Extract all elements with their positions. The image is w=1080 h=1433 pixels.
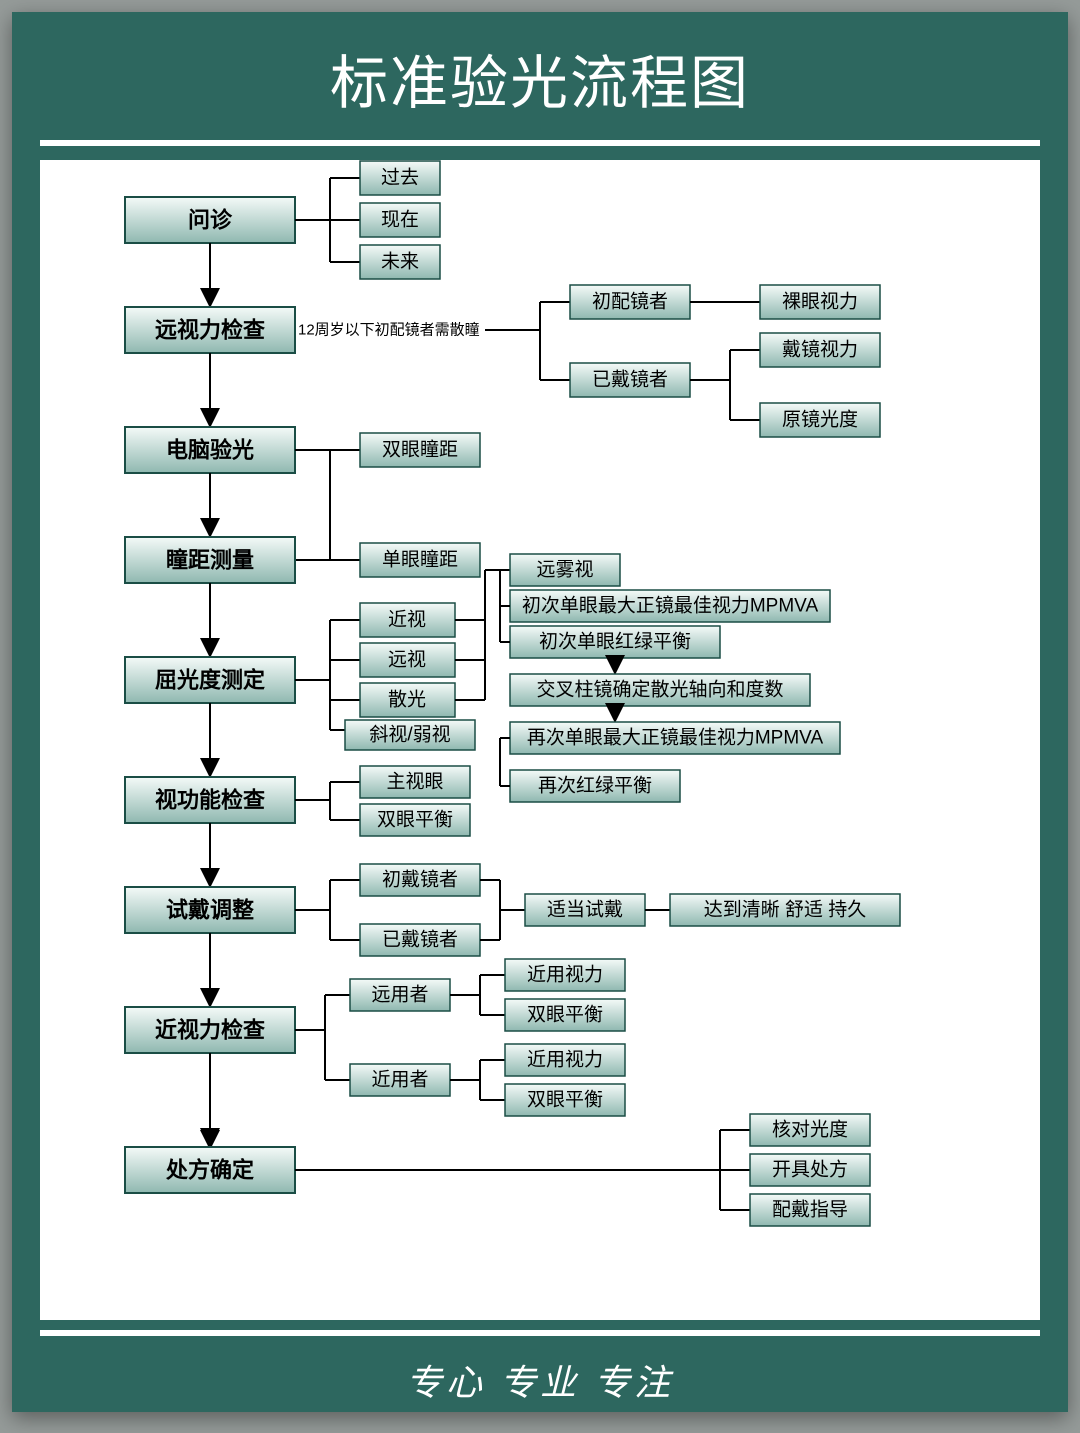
node-dominant-eye: 主视眼 — [360, 766, 470, 798]
node-future: 未来 — [360, 245, 440, 279]
poster-title: 标准验光流程图 — [12, 12, 1068, 140]
node-hyperopia: 远视 — [360, 643, 455, 677]
node-wear-guide: 配戴指导 — [750, 1194, 870, 1226]
node-far-user: 远用者 — [350, 979, 450, 1011]
node-step3: 电脑验光 — [125, 427, 295, 473]
svg-text:配戴指导: 配戴指导 — [772, 1199, 848, 1221]
node-seq-2: 初次单眼红绿平衡 — [510, 626, 720, 658]
node-issue-rx: 开具处方 — [750, 1154, 870, 1186]
node-seq-4: 再次单眼最大正镜最佳视力MPMVA — [510, 722, 840, 754]
node-already-wear: 已戴镜者 — [360, 924, 480, 956]
svg-text:单眼瞳距: 单眼瞳距 — [382, 549, 458, 571]
svg-text:已戴镜者: 已戴镜者 — [592, 369, 668, 391]
node-first-wear: 初戴镜者 — [360, 864, 480, 896]
node-step1: 问诊 — [125, 197, 295, 243]
node-seq-1: 初次单眼最大正镜最佳视力MPMVA — [510, 590, 830, 622]
node-trial-result: 达到清晰 舒适 持久 — [670, 894, 900, 926]
node-seq-5: 再次红绿平衡 — [510, 770, 680, 802]
node-naked-vision: 裸眼视力 — [760, 285, 880, 319]
svg-text:已戴镜者: 已戴镜者 — [382, 929, 458, 951]
svg-text:现在: 现在 — [381, 209, 419, 231]
header-rule — [12, 140, 1068, 146]
svg-text:主视眼: 主视眼 — [386, 771, 443, 793]
node-strabismus: 斜视/弱视 — [345, 720, 475, 750]
node-bino-1: 双眼平衡 — [505, 999, 625, 1031]
svg-text:双眼平衡: 双眼平衡 — [527, 1089, 603, 1111]
svg-text:交叉柱镜确定散光轴向和度数: 交叉柱镜确定散光轴向和度数 — [536, 679, 783, 701]
node-seq-3: 交叉柱镜确定散光轴向和度数 — [510, 674, 810, 706]
svg-text:再次单眼最大正镜最佳视力MPMVA: 再次单眼最大正镜最佳视力MPMVA — [527, 727, 824, 749]
node-both-pd: 双眼瞳距 — [360, 433, 480, 467]
node-old-lens: 原镜光度 — [760, 403, 880, 437]
svg-text:处方确定: 处方确定 — [165, 1158, 254, 1183]
node-trial-wear: 适当试戴 — [525, 894, 645, 926]
node-present: 现在 — [360, 203, 440, 237]
svg-text:双眼瞳距: 双眼瞳距 — [382, 439, 458, 461]
node-binocular-balance: 双眼平衡 — [360, 804, 470, 836]
svg-text:远用者: 远用者 — [371, 984, 428, 1006]
note-12: 12周岁以下初配镜者需散瞳 — [298, 321, 480, 339]
svg-text:电脑验光: 电脑验光 — [166, 438, 254, 463]
node-past: 过去 — [360, 161, 440, 195]
svg-text:达到清晰 舒适 持久: 达到清晰 舒适 持久 — [704, 899, 867, 921]
svg-text:近视: 近视 — [388, 609, 426, 631]
node-single-pd: 单眼瞳距 — [360, 543, 480, 577]
svg-text:斜视/弱视: 斜视/弱视 — [369, 724, 450, 746]
node-step9: 处方确定 — [125, 1147, 295, 1193]
svg-text:原镜光度: 原镜光度 — [782, 409, 858, 431]
svg-text:再次红绿平衡: 再次红绿平衡 — [538, 775, 652, 797]
svg-text:近用者: 近用者 — [371, 1069, 428, 1091]
svg-text:试戴调整: 试戴调整 — [166, 898, 254, 923]
flowchart-canvas: 问诊 过去 现在 未来 远视力检查 12周岁以下初配镜者需散瞳 — [40, 160, 1040, 1320]
svg-text:核对光度: 核对光度 — [772, 1119, 848, 1141]
node-astigmatism: 散光 — [360, 683, 455, 717]
node-near-user: 近用者 — [350, 1064, 450, 1096]
svg-text:过去: 过去 — [381, 167, 419, 189]
svg-text:初戴镜者: 初戴镜者 — [382, 869, 458, 891]
svg-text:屈光度测定: 屈光度测定 — [155, 668, 265, 693]
svg-text:近视力检查: 近视力检查 — [155, 1018, 265, 1043]
svg-text:未来: 未来 — [381, 251, 419, 273]
node-myopia: 近视 — [360, 603, 455, 637]
svg-text:远视力检查: 远视力检查 — [155, 318, 265, 343]
svg-text:近用视力: 近用视力 — [527, 1049, 603, 1071]
node-step7: 试戴调整 — [125, 887, 295, 933]
svg-text:双眼平衡: 双眼平衡 — [377, 809, 453, 831]
svg-text:初次单眼红绿平衡: 初次单眼红绿平衡 — [539, 631, 691, 653]
node-step8: 近视力检查 — [125, 1007, 295, 1053]
node-verify-rx: 核对光度 — [750, 1114, 870, 1146]
svg-text:远雾视: 远雾视 — [536, 559, 593, 581]
node-step6: 视功能检查 — [125, 777, 295, 823]
node-bino-2: 双眼平衡 — [505, 1084, 625, 1116]
svg-text:初配镜者: 初配镜者 — [592, 291, 668, 313]
node-glasses-vision: 戴镜视力 — [760, 333, 880, 367]
svg-text:问诊: 问诊 — [188, 208, 233, 233]
node-seq-0: 远雾视 — [510, 554, 620, 586]
node-step5: 屈光度测定 — [125, 657, 295, 703]
svg-text:双眼平衡: 双眼平衡 — [527, 1004, 603, 1026]
flowchart-svg: 问诊 过去 现在 未来 远视力检查 12周岁以下初配镜者需散瞳 — [40, 160, 1040, 1320]
node-worn-glasses: 已戴镜者 — [570, 363, 690, 397]
svg-text:初次单眼最大正镜最佳视力MPMVA: 初次单眼最大正镜最佳视力MPMVA — [522, 595, 819, 617]
svg-text:开具处方: 开具处方 — [772, 1159, 848, 1181]
svg-text:远视: 远视 — [388, 649, 426, 671]
svg-text:视功能检查: 视功能检查 — [155, 788, 265, 813]
node-step2: 远视力检查 — [125, 307, 295, 353]
svg-text:适当试戴: 适当试戴 — [547, 899, 623, 921]
poster-footer: 专心 专业 专注 — [12, 1336, 1068, 1412]
svg-text:瞳距测量: 瞳距测量 — [166, 548, 254, 573]
svg-text:近用视力: 近用视力 — [527, 964, 603, 986]
svg-text:戴镜视力: 戴镜视力 — [782, 339, 858, 361]
node-near-va-1: 近用视力 — [505, 959, 625, 991]
svg-text:裸眼视力: 裸眼视力 — [782, 291, 858, 313]
svg-text:散光: 散光 — [388, 689, 426, 711]
node-near-va-2: 近用视力 — [505, 1044, 625, 1076]
node-step4: 瞳距测量 — [125, 537, 295, 583]
node-first-glasses: 初配镜者 — [570, 285, 690, 319]
poster: 标准验光流程图 问诊 — [12, 12, 1068, 1412]
